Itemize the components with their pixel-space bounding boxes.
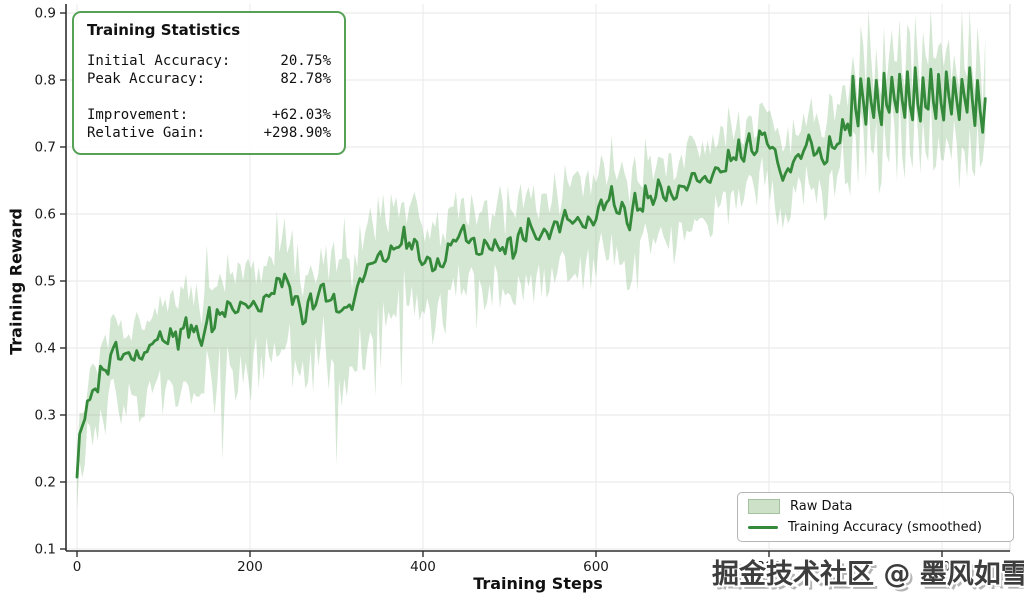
y-tick-label: 0.6 [35,207,56,223]
stat-value: 20.75% [280,53,331,69]
y-tick-label: 0.5 [35,274,56,290]
smoothed-line-swatch [748,525,778,530]
axis-ticks: 0 200 400 600 800 1000 0.1 0.2 0.3 0.4 0.5 0.6 0.7 0.… [35,6,960,576]
stat-value: +62.03% [271,107,331,123]
x-axis-label: Training Steps [473,574,603,593]
x-tick-label: 800 [756,559,782,575]
raw-data-swatch [748,499,780,514]
y-tick-label: 0.4 [35,341,56,357]
x-tick-label: 200 [237,559,263,575]
stats-title: Training Statistics [87,21,241,39]
watermark-text: 掘金技术社区 @ 墨风如雪 [712,559,1024,590]
x-tick-label: 1000 [925,559,959,575]
y-tick-label: 0.1 [35,542,56,558]
y-tick-label: 0.8 [35,73,56,89]
y-tick-label: 0.9 [35,6,56,22]
x-tick-label: 400 [410,559,436,575]
stat-label: Relative Gain: [87,125,206,141]
stats-spacer [87,88,331,106]
y-tick-label: 0.7 [35,140,56,156]
x-tick-label: 0 [73,559,82,575]
axes-spines [65,4,1011,552]
legend-label: Training Accuracy (smoothed) [788,520,982,535]
stat-label: Improvement: [87,107,189,123]
smoothed-accuracy-line [75,66,987,479]
stat-peak-accuracy: Peak Accuracy: 82.78% [87,70,331,88]
stat-value: +298.90% [263,125,331,141]
stat-relative-gain: Relative Gain: +298.90% [87,124,331,142]
y-tick-label: 0.3 [35,408,56,424]
x-tick-label: 600 [583,559,609,575]
stat-label: Initial Accuracy: [87,53,231,69]
y-axis-label: Training Reward [6,208,26,355]
stat-initial-accuracy: Initial Accuracy: 20.75% [87,52,331,70]
stats-box: Training Statistics Initial Accuracy: 20… [72,11,346,155]
stat-improvement: Improvement: +62.03% [87,106,331,124]
legend-item-smoothed: Training Accuracy (smoothed) [748,520,1003,535]
chart-legend: Raw Data Training Accuracy (smoothed) [737,492,1014,542]
stat-value: 82.78% [280,71,331,87]
legend-item-raw-data: Raw Data [748,499,1003,514]
y-tick-label: 0.2 [35,475,56,491]
legend-label: Raw Data [790,499,853,514]
stat-label: Peak Accuracy: [87,71,206,87]
